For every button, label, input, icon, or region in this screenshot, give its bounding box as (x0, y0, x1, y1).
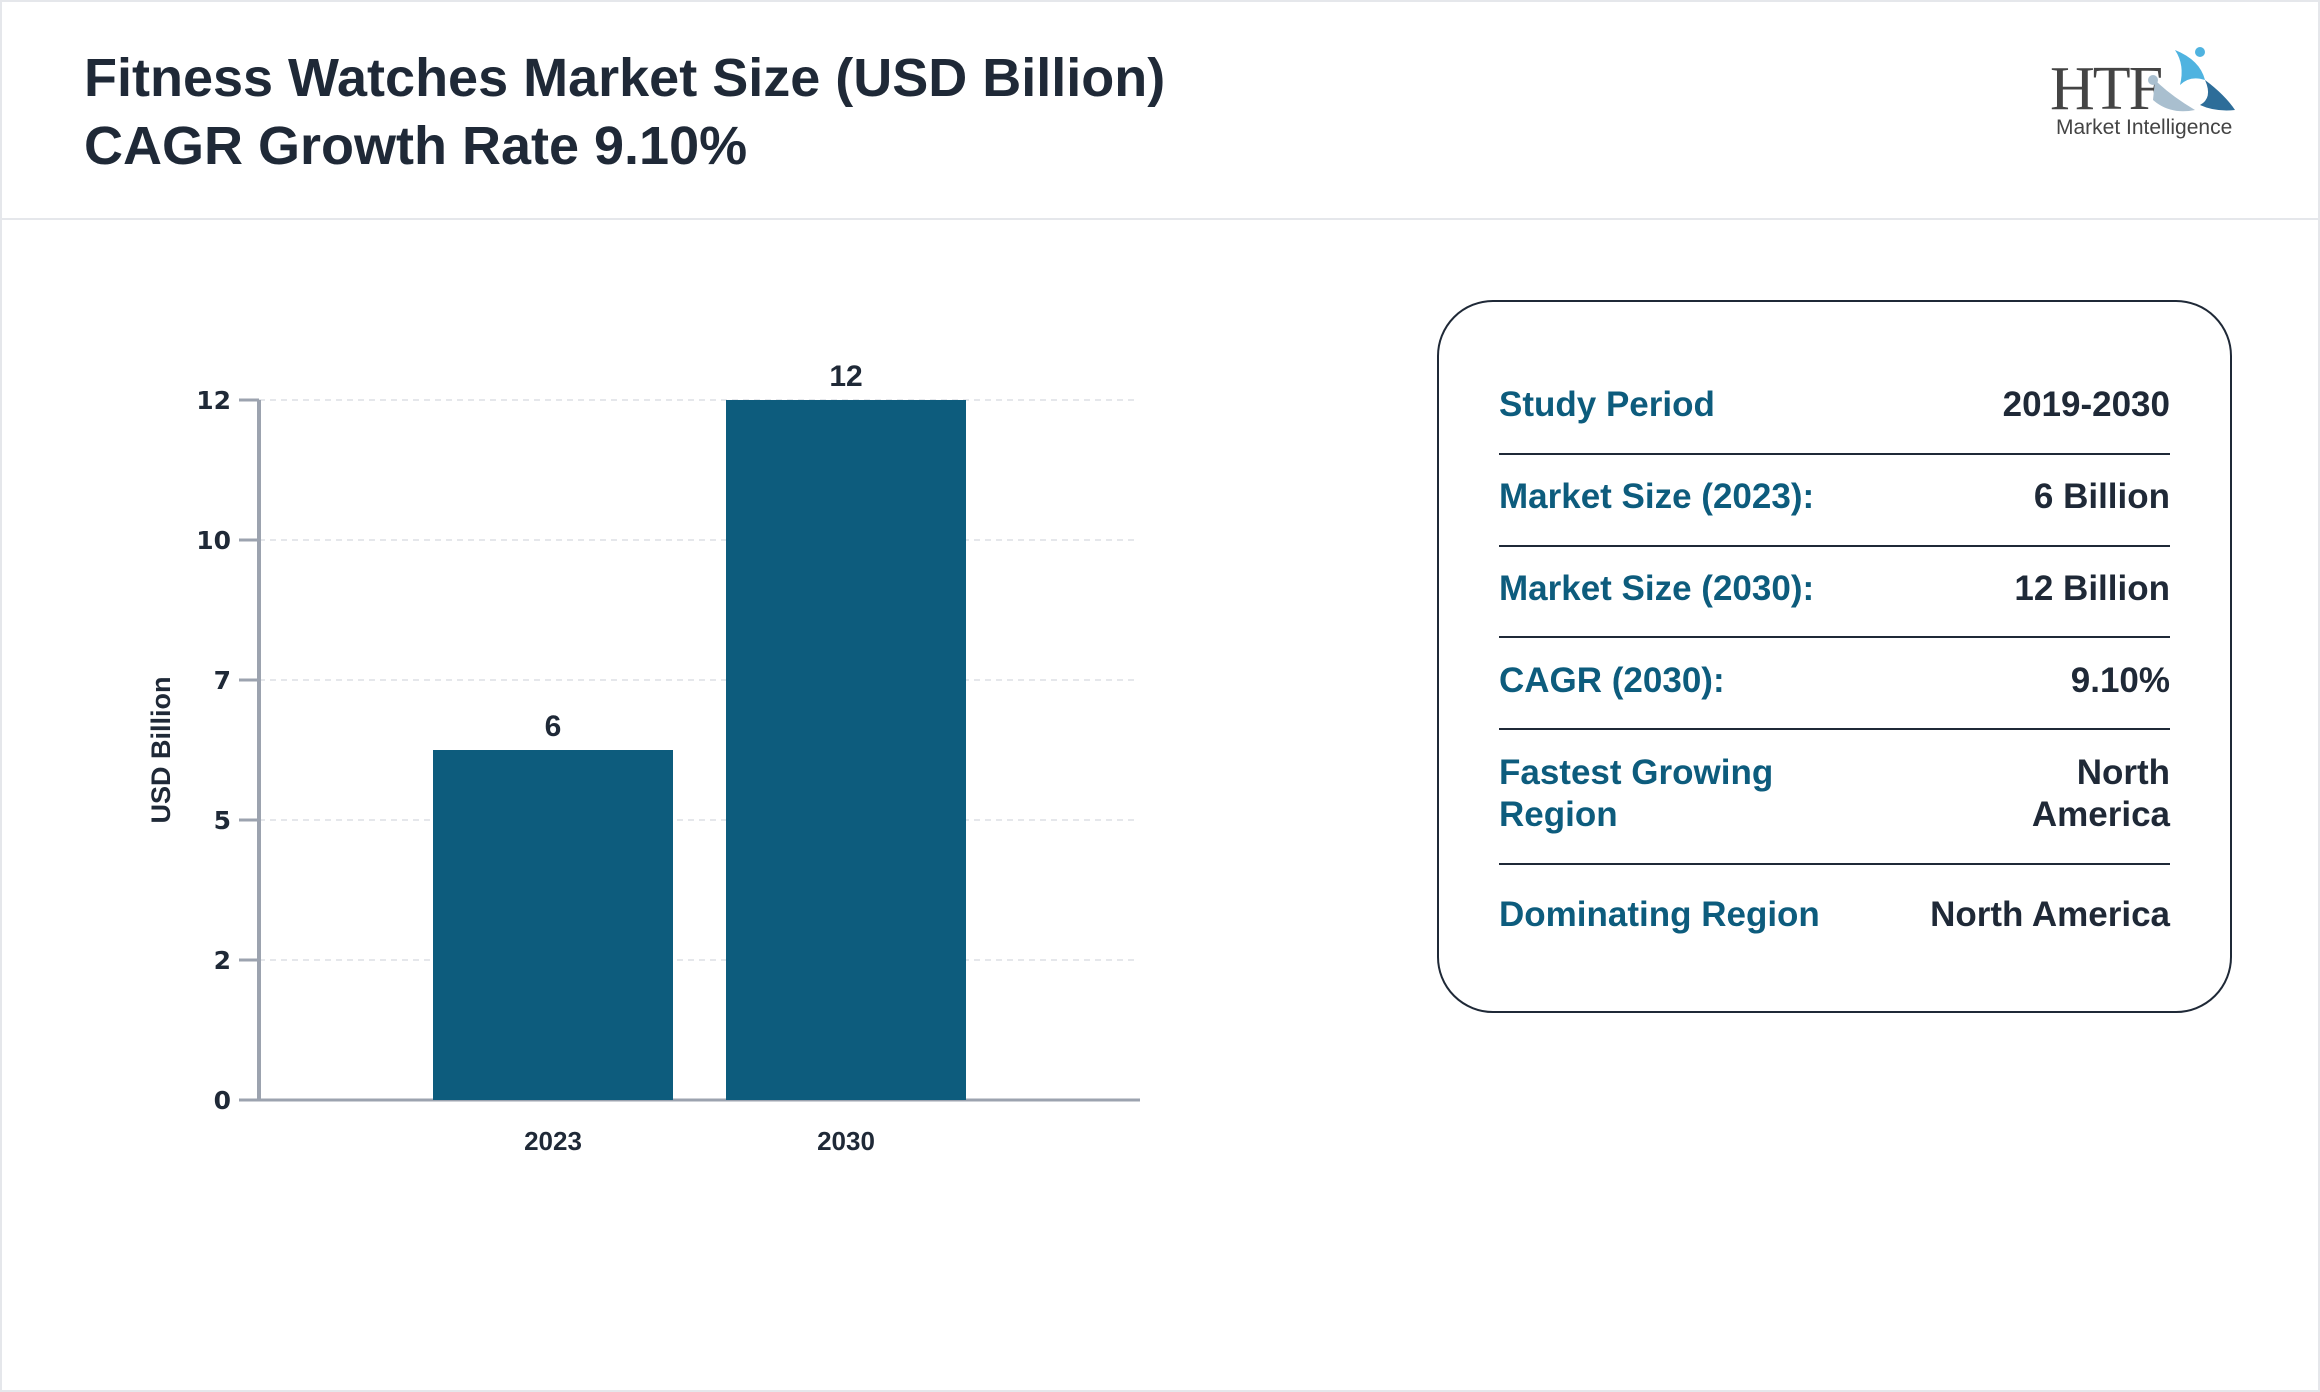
htf-logo: HTF Market Intelligence (2050, 40, 2240, 150)
info-label: Study Period (1499, 385, 1715, 424)
y-tick-label: 7 (214, 666, 231, 695)
y-tick-label: 5 (214, 806, 231, 835)
chart-subtitle: CAGR Growth Rate 9.10% (84, 116, 748, 176)
x-tick-label: 2023 (524, 1126, 582, 1156)
row-divider (1499, 863, 2170, 865)
info-row: Study Period 2019-2030 (1499, 384, 2170, 426)
info-value: North America (2031, 753, 2170, 834)
row-divider (1499, 545, 2170, 547)
info-label: Dominating Region (1499, 895, 1820, 934)
info-label: CAGR (2030): (1499, 661, 1725, 700)
info-row: CAGR (2030): 9.10% (1499, 660, 2170, 702)
info-value: 9.10% (2070, 661, 2170, 700)
info-label: Fastest Growing Region (1499, 753, 1774, 834)
y-tick-label: 12 (196, 386, 231, 415)
y-tick-label: 0 (214, 1086, 231, 1115)
info-value: 2019-2030 (2002, 385, 2170, 424)
y-tick-label: 10 (196, 526, 231, 555)
bar-2023 (433, 750, 673, 1100)
info-row: Fastest Growing Region North America (1499, 752, 2170, 836)
logo-text: HTF (2050, 55, 2163, 123)
y-axis-label: USD Billion (146, 677, 176, 824)
info-row: Market Size (2023): 6 Billion (1499, 476, 2170, 518)
info-label: Market Size (2030): (1499, 569, 1815, 608)
bar-2030 (726, 400, 966, 1100)
chart-title: Fitness Watches Market Size (USD Billion… (84, 48, 1166, 108)
info-value: North America (1930, 895, 2170, 934)
info-row: Dominating Region North America (1499, 894, 2170, 936)
info-value: 12 Billion (2014, 569, 2170, 608)
header: Fitness Watches Market Size (USD Billion… (0, 0, 2320, 220)
info-card: Study Period 2019-2030 Market Size (2023):… (1437, 300, 2232, 1013)
row-divider (1499, 728, 2170, 730)
info-label: Market Size (2023): (1499, 477, 1815, 516)
logo-subtext: Market Intelligence (2056, 116, 2233, 139)
bar-chart: 0 2 5 7 10 12 USD Billion 6 2023 12 2030 (146, 360, 1140, 1156)
row-divider (1499, 453, 2170, 455)
x-tick-label: 2030 (817, 1126, 875, 1156)
data-label: 6 (545, 710, 562, 743)
logo-figures-icon (2148, 47, 2235, 112)
info-value: 6 Billion (2033, 477, 2170, 516)
info-row: Market Size (2030): 12 Billion (1499, 568, 2170, 610)
row-divider (1499, 636, 2170, 638)
data-label: 12 (829, 360, 862, 393)
y-tick-label: 2 (214, 946, 231, 975)
